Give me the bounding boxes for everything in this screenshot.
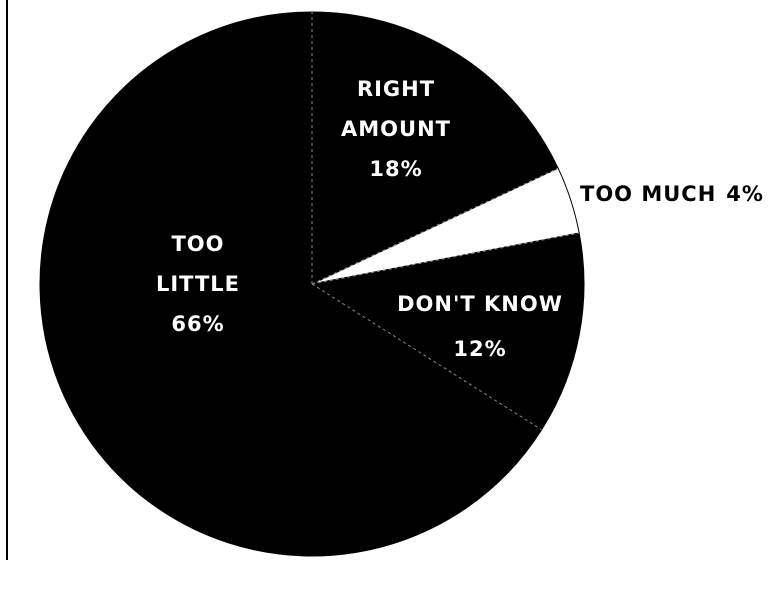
slice-value: 66% xyxy=(171,312,224,336)
pie-slice xyxy=(310,232,585,431)
pie-slice xyxy=(311,11,559,285)
slice-name: DON'T KNOW xyxy=(397,292,563,316)
slice-label: TOO MUCH 4% xyxy=(580,182,764,206)
pie-slice xyxy=(39,11,543,557)
slice-name: RIGHT AMOUNT xyxy=(341,77,451,141)
slice-name: TOO LITTLE xyxy=(156,232,240,296)
slice-value: 4% xyxy=(726,182,764,206)
slice-value: 18% xyxy=(369,157,422,181)
slice-value: 12% xyxy=(453,337,506,361)
slice-name: TOO MUCH xyxy=(580,182,716,206)
